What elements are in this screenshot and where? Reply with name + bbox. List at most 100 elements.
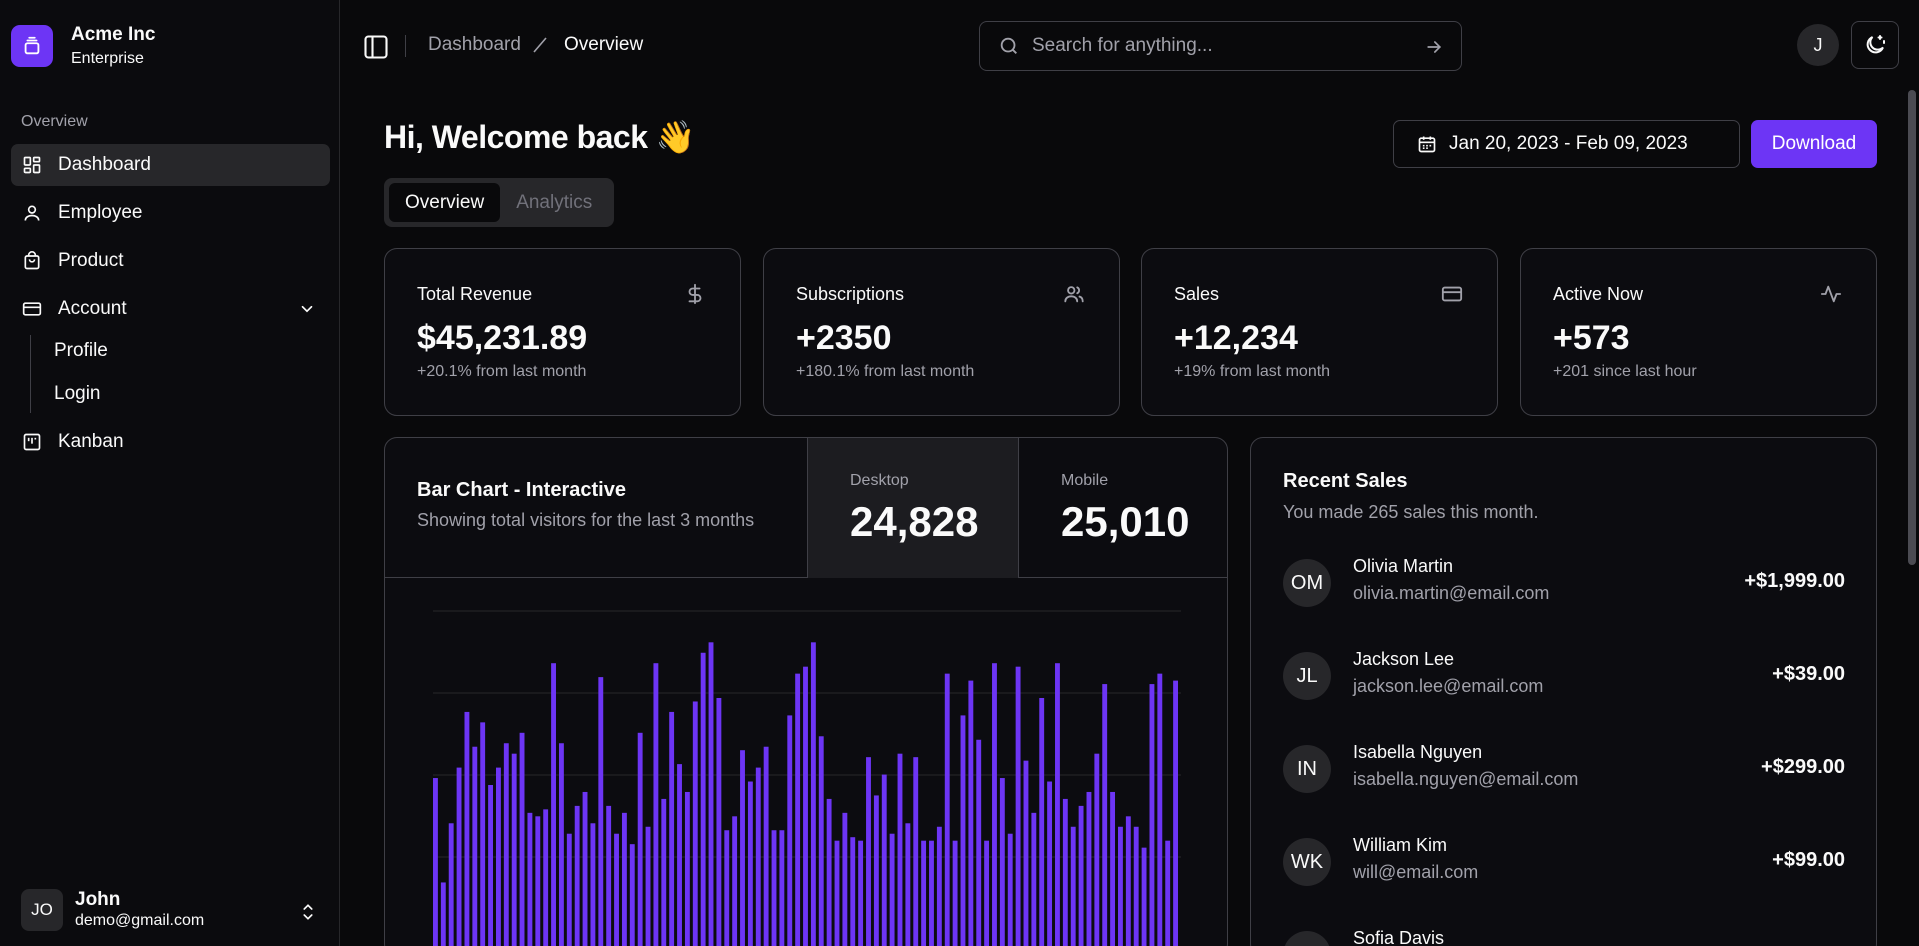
chart-bar[interactable] [810,642,816,946]
chevrons-up-down-icon[interactable] [299,901,317,923]
chart-bar[interactable] [771,830,777,946]
chart-bar[interactable] [944,673,950,946]
mobile-toggle[interactable]: Mobile 25,010 [1018,438,1227,578]
chart-bar[interactable] [551,663,556,946]
chart-bar[interactable] [511,753,517,946]
chart-bar[interactable] [566,833,572,946]
chart-bar[interactable] [456,767,462,946]
chart-bar[interactable] [606,805,612,946]
chart-bar[interactable] [897,753,903,946]
chart-bar[interactable] [1110,791,1116,946]
chart-bar[interactable] [787,715,793,946]
scrollbar-thumb[interactable] [1908,90,1916,565]
chart-bar[interactable] [527,812,533,946]
team-switcher[interactable]: Acme Inc Enterprise [11,23,155,69]
chart-bar[interactable] [1173,680,1179,946]
chart-bar[interactable] [433,778,438,946]
bar-chart-plot[interactable] [385,579,1228,946]
chart-bar[interactable] [1031,812,1037,946]
chart-bar[interactable] [716,698,722,946]
chart-bar[interactable] [1133,826,1139,946]
download-button[interactable]: Download [1751,120,1877,168]
chevron-down-icon[interactable] [298,300,316,318]
chart-bar[interactable] [519,732,525,946]
sidebar-subitem-profile[interactable]: Profile [54,340,108,361]
chart-bar[interactable] [732,816,738,946]
chart-bar[interactable] [1094,753,1100,946]
chart-bar[interactable] [645,826,651,946]
chart-bar[interactable] [1078,805,1084,946]
chart-bar[interactable] [952,840,958,946]
chart-bar[interactable] [448,823,454,946]
chart-bar[interactable] [740,750,745,946]
chart-bar[interactable] [960,715,966,946]
chart-bar[interactable] [763,746,769,946]
chart-bar[interactable] [795,673,801,946]
chart-bar[interactable] [1157,673,1163,946]
chart-bar[interactable] [889,833,895,946]
sidebar-item-kanban[interactable]: Kanban [11,421,330,463]
chart-bar[interactable] [1149,684,1155,946]
chart-bar[interactable] [440,882,446,946]
chart-bar[interactable] [677,764,682,946]
chart-bar[interactable] [590,823,596,946]
chart-bar[interactable] [873,795,879,946]
chart-bar[interactable] [1102,684,1108,946]
chart-bar[interactable] [999,778,1005,946]
sidebar-item-account[interactable]: Account [11,288,330,330]
tab-analytics[interactable]: Analytics [516,191,593,213]
chart-bar[interactable] [1086,791,1092,946]
chart-bar[interactable] [1007,833,1013,946]
chart-bar[interactable] [692,701,698,946]
chart-bar[interactable] [984,840,990,946]
chart-bar[interactable] [755,767,761,946]
chart-bar[interactable] [976,739,982,946]
chart-bar[interactable] [834,840,840,946]
chart-bar[interactable] [850,837,856,946]
chart-bar[interactable] [1047,781,1053,946]
chart-bar[interactable] [582,791,588,946]
user-menu[interactable]: JO John demo@gmail.com [21,889,204,931]
chart-bar[interactable] [653,663,659,946]
sidebar-item-employee[interactable]: Employee [11,192,330,234]
chart-bar[interactable] [637,732,643,946]
chart-bar[interactable] [598,677,604,946]
chart-bar[interactable] [535,816,541,946]
chart-bar[interactable] [1055,663,1060,946]
chart-bar[interactable] [574,805,580,946]
chart-bar[interactable] [684,791,690,946]
chart-bar[interactable] [472,746,478,946]
chart-bar[interactable] [1070,826,1076,946]
chart-bar[interactable] [1165,840,1171,946]
chart-bar[interactable] [1039,698,1045,946]
date-range-picker[interactable]: Jan 20, 2023 - Feb 09, 2023 [1393,120,1740,168]
theme-toggle-button[interactable] [1851,21,1899,69]
chart-bar[interactable] [858,840,864,946]
chart-bar[interactable] [495,767,501,946]
chart-bar[interactable] [779,830,785,946]
chart-bar[interactable] [803,666,808,946]
chart-bar[interactable] [1141,847,1147,946]
chart-bar[interactable] [913,757,919,946]
chart-bar[interactable] [1015,666,1021,946]
chart-bar[interactable] [992,663,997,946]
chart-bar[interactable] [936,826,942,946]
chart-bar[interactable] [708,642,714,946]
chart-bar[interactable] [968,680,974,946]
chart-bar[interactable] [724,830,730,946]
chart-bar[interactable] [629,844,635,946]
sidebar-subitem-login[interactable]: Login [54,383,101,404]
tab-overview[interactable]: Overview [389,183,501,222]
chart-bar[interactable] [503,743,509,946]
chart-bar[interactable] [669,711,675,946]
chart-bar[interactable] [480,722,486,946]
breadcrumb-dashboard[interactable]: Dashboard [428,34,521,55]
chart-bar[interactable] [661,798,667,946]
chart-bar[interactable] [929,840,934,946]
chart-bar[interactable] [1062,798,1068,946]
chart-bar[interactable] [464,711,470,946]
chart-bar[interactable] [558,743,564,946]
chart-bar[interactable] [747,781,753,946]
chart-bar[interactable] [866,757,871,946]
sidebar-item-dashboard[interactable]: Dashboard [11,144,330,186]
